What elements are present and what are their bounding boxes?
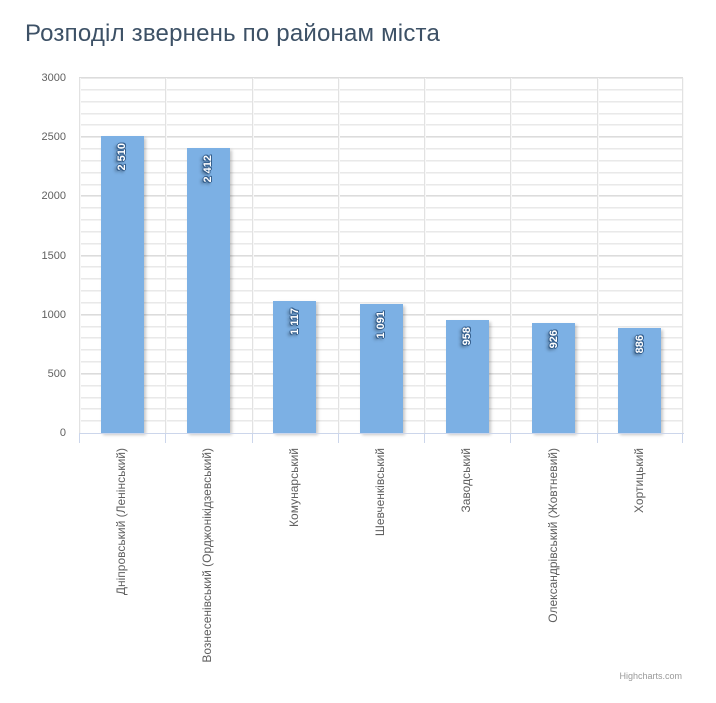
x-gridline: [338, 78, 339, 433]
x-axis-tick: [682, 434, 683, 443]
bar-value-label: 886: [634, 335, 646, 354]
y-axis-label: 1000: [41, 308, 66, 321]
x-gridline: [165, 78, 166, 433]
y-axis-label: 500: [47, 367, 66, 380]
y-axis-label: 1500: [41, 249, 66, 262]
minor-gridline: [79, 112, 683, 115]
bar[interactable]: [101, 136, 144, 433]
x-gridline: [424, 78, 425, 433]
bar[interactable]: [273, 301, 316, 433]
y-axis-label: 2500: [41, 131, 66, 144]
credits-link[interactable]: Highcharts.com: [619, 671, 682, 681]
x-axis-label: Олександрівський (Жовтневий): [546, 448, 560, 623]
major-gridline: [79, 136, 683, 139]
minor-gridline: [79, 278, 683, 281]
minor-gridline: [79, 100, 683, 103]
bar[interactable]: [187, 148, 230, 433]
minor-gridline: [79, 242, 683, 245]
major-gridline: [79, 77, 683, 79]
x-gridline: [682, 78, 683, 433]
x-axis-label: Заводський: [459, 448, 473, 513]
y-axis-label: 2000: [41, 190, 66, 203]
bar[interactable]: [618, 328, 661, 433]
minor-gridline: [79, 124, 683, 127]
x-axis-tick: [79, 434, 80, 443]
bar[interactable]: [532, 323, 575, 433]
x-gridline: [79, 78, 80, 433]
minor-gridline: [79, 290, 683, 292]
minor-gridline: [79, 148, 683, 150]
minor-gridline: [79, 159, 683, 162]
minor-gridline: [79, 183, 683, 186]
x-axis-tick: [252, 434, 253, 443]
x-axis-tick: [597, 434, 598, 443]
x-gridline: [510, 78, 511, 433]
x-axis-label: Вознесенівський (Орджонікідзевський): [200, 448, 214, 663]
x-axis-tick: [424, 434, 425, 443]
x-gridline: [252, 78, 253, 433]
bar-value-label: 2 510: [116, 143, 128, 171]
y-axis-label: 0: [59, 427, 66, 439]
x-axis-tick: [338, 434, 339, 443]
minor-gridline: [79, 171, 683, 174]
bar-value-label: 958: [461, 327, 473, 346]
minor-gridline: [79, 207, 683, 210]
minor-gridline: [79, 88, 683, 91]
x-axis-label: Хортицький: [632, 448, 646, 513]
bar[interactable]: [360, 304, 403, 433]
x-gridline: [597, 78, 598, 433]
x-axis-label: Шевченківський: [373, 448, 387, 537]
chart-title: Розподіл звернень по районам міста: [25, 20, 440, 47]
bar-value-label: 2 412: [202, 155, 214, 183]
x-axis-label: Дніпровський (Ленінський): [114, 448, 128, 596]
plot-area: 2 510 2 412 1 117 1 091 958 926 886: [79, 77, 683, 433]
bar-value-label: 1 091: [375, 311, 387, 339]
major-gridline: [79, 195, 683, 198]
minor-gridline: [79, 266, 683, 269]
major-gridline: [79, 254, 683, 257]
x-axis-tick: [510, 434, 511, 443]
x-axis-line: [79, 433, 684, 434]
bar[interactable]: [446, 320, 489, 433]
minor-gridline: [79, 230, 683, 233]
minor-gridline: [79, 301, 683, 304]
bar-value-label: 1 117: [289, 308, 301, 335]
bar-value-label: 926: [548, 330, 560, 349]
x-axis-label: Комунарський: [287, 448, 301, 527]
y-axis-label: 3000: [41, 72, 66, 84]
x-axis-tick: [165, 434, 166, 443]
minor-gridline: [79, 219, 683, 221]
